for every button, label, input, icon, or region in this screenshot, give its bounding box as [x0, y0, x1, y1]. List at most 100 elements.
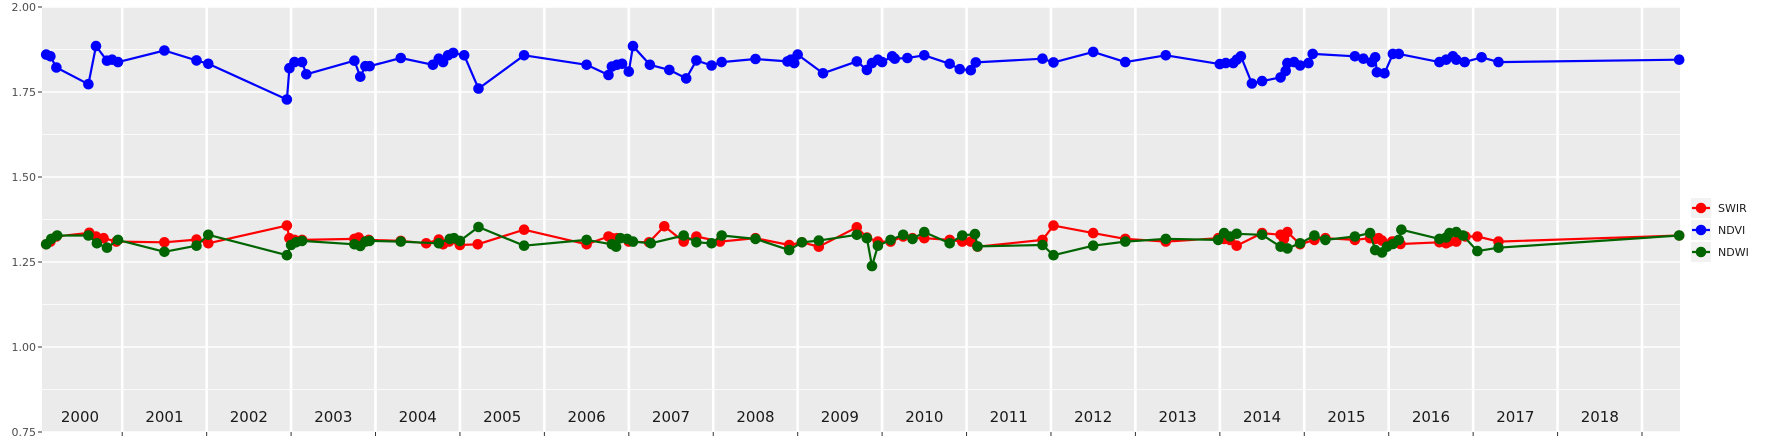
data-point-ndvi	[1493, 56, 1504, 68]
data-point-ndwi	[1457, 230, 1469, 241]
legend-key-point	[1695, 246, 1707, 258]
y-tick-label: 1.25	[12, 256, 37, 269]
data-point-ndvi	[1246, 78, 1258, 89]
data-point-ndwi	[518, 240, 530, 251]
data-point-ndvi	[1459, 56, 1470, 68]
data-point-ndwi	[716, 230, 727, 241]
data-point-ndwi	[91, 238, 103, 249]
data-point-swir	[1087, 227, 1099, 239]
data-point-ndwi	[296, 235, 308, 247]
data-point-ndvi	[603, 69, 614, 81]
data-point-ndvi	[1451, 54, 1462, 65]
legend-item-swir: SWIR	[1691, 198, 1747, 218]
data-point-ndwi	[944, 238, 955, 249]
series-ndvi	[40, 40, 1685, 105]
series-line-ndvi	[45, 44, 1680, 101]
data-point-ndwi	[281, 249, 293, 261]
data-point-ndwi	[1673, 230, 1685, 241]
data-point-ndvi	[112, 56, 124, 68]
y-tick-label: 1.50	[12, 171, 37, 184]
data-point-ndvi	[817, 68, 829, 79]
year-label: 2012	[1074, 408, 1112, 426]
data-point-swir	[1231, 240, 1242, 251]
legend-key-point	[1695, 202, 1707, 214]
data-point-ndvi	[706, 60, 717, 71]
data-point-swir	[1282, 226, 1293, 238]
data-point-swir	[281, 220, 293, 231]
data-point-ndvi	[1120, 56, 1131, 68]
data-point-ndvi	[851, 56, 863, 67]
year-label: 2005	[483, 408, 521, 426]
data-point-ndwi	[1320, 234, 1331, 246]
year-label: 2002	[230, 408, 268, 426]
data-point-ndvi	[965, 64, 977, 76]
data-point-ndwi	[1393, 234, 1405, 246]
data-point-ndwi	[627, 236, 639, 247]
data-point-ndvi	[1235, 51, 1247, 62]
legend-label-ndvi: NDVI	[1718, 224, 1745, 237]
data-point-ndvi	[90, 40, 102, 52]
data-point-ndwi	[112, 234, 124, 246]
year-label: 2008	[736, 408, 774, 426]
data-point-ndvi	[919, 50, 930, 61]
data-point-ndvi	[644, 59, 656, 71]
data-point-ndvi	[289, 56, 300, 68]
year-label: 2007	[652, 408, 690, 426]
data-point-ndwi	[1282, 243, 1293, 254]
data-point-ndvi	[623, 66, 635, 77]
data-point-swir	[1048, 220, 1059, 231]
data-point-ndvi	[1358, 53, 1369, 64]
data-point-ndwi	[51, 230, 63, 241]
data-point-swir	[472, 239, 484, 250]
data-point-ndvi	[902, 52, 913, 64]
data-point-ndwi	[969, 228, 981, 240]
data-point-ndwi	[1037, 239, 1048, 251]
legend-item-ndvi: NDVI	[1691, 220, 1745, 240]
year-label: 2006	[567, 408, 605, 426]
data-point-ndvi	[395, 52, 407, 64]
y-tick-label: 1.75	[12, 86, 37, 99]
series-ndwi	[40, 221, 1685, 272]
data-point-ndvi	[447, 47, 459, 59]
data-point-ndvi	[1037, 53, 1048, 64]
data-point-ndwi	[159, 246, 170, 258]
data-point-ndwi	[191, 240, 202, 251]
data-point-ndvi	[616, 58, 628, 70]
data-point-ndwi	[1472, 245, 1483, 257]
data-point-ndwi	[1493, 242, 1504, 253]
year-label: 2009	[821, 408, 859, 426]
data-point-ndwi	[1294, 238, 1306, 249]
data-point-ndwi	[1364, 227, 1376, 239]
year-label: 2016	[1412, 408, 1450, 426]
data-point-ndwi	[678, 230, 689, 241]
data-point-ndvi	[1307, 48, 1318, 60]
data-point-ndwi	[1048, 249, 1059, 261]
data-point-ndvi	[789, 57, 800, 69]
data-point-ndvi	[1673, 54, 1685, 65]
data-point-ndvi	[458, 50, 470, 61]
legend-label-ndwi: NDWI	[1718, 246, 1749, 259]
data-point-ndvi	[473, 83, 484, 94]
data-point-ndvi	[1349, 51, 1361, 62]
data-point-ndvi	[83, 78, 94, 90]
data-point-ndvi	[1048, 57, 1059, 68]
data-point-ndvi	[750, 53, 761, 65]
data-point-ndwi	[1231, 228, 1242, 240]
y-tick-label: 2.00	[12, 1, 37, 14]
data-point-ndvi	[159, 45, 170, 56]
legend-label-swir: SWIR	[1718, 202, 1747, 215]
data-point-ndvi	[1220, 57, 1232, 69]
year-labels: 2000 2001 2002 2003 2004 2005 2006 2007 2008 2009…	[61, 408, 1619, 426]
data-point-ndwi	[691, 237, 702, 248]
data-point-ndwi	[433, 238, 445, 249]
legend: SWIR NDVI NDWI	[1691, 198, 1749, 262]
year-label: 2014	[1243, 408, 1281, 426]
data-point-ndwi	[1256, 229, 1268, 241]
data-point-ndvi	[664, 64, 675, 76]
data-point-ndwi	[706, 238, 717, 249]
data-point-ndvi	[1160, 50, 1172, 61]
data-point-ndvi	[581, 59, 592, 71]
data-point-ndwi	[1309, 230, 1320, 241]
data-point-ndwi	[1349, 231, 1361, 242]
year-label: 2018	[1581, 408, 1619, 426]
